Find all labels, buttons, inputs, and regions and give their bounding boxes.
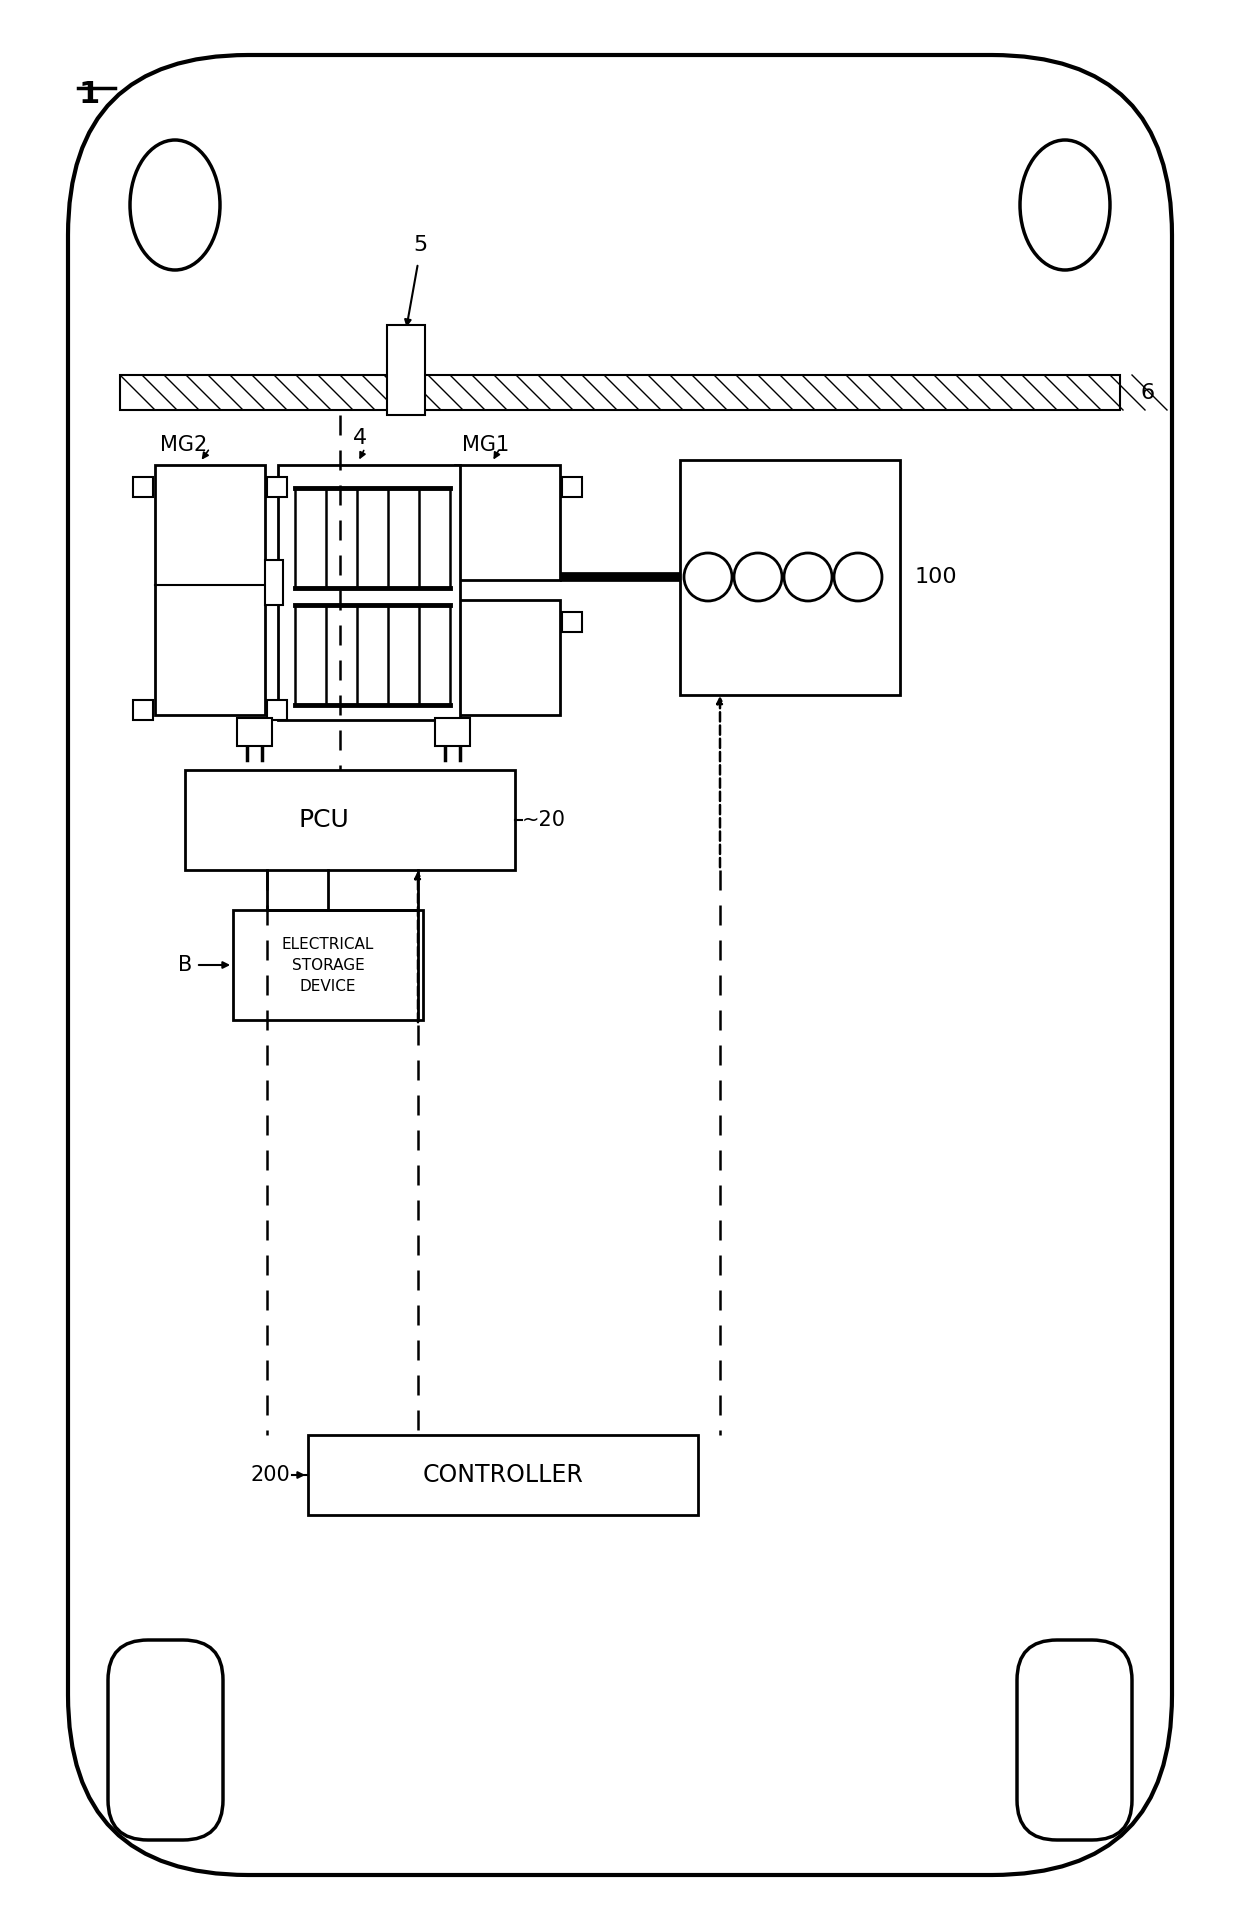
Bar xyxy=(265,560,283,605)
Bar xyxy=(455,601,560,715)
FancyBboxPatch shape xyxy=(68,56,1172,1876)
FancyBboxPatch shape xyxy=(108,1641,223,1839)
Bar xyxy=(237,718,272,745)
Text: 200: 200 xyxy=(250,1466,290,1485)
Text: 5: 5 xyxy=(413,235,427,254)
FancyBboxPatch shape xyxy=(1017,1641,1132,1839)
Bar xyxy=(455,464,560,580)
Bar xyxy=(267,699,286,720)
Bar xyxy=(435,718,470,745)
Text: MG1: MG1 xyxy=(463,435,510,455)
Bar xyxy=(120,376,1120,410)
Text: MG2: MG2 xyxy=(160,435,207,455)
Bar xyxy=(387,325,425,414)
Bar xyxy=(185,770,515,871)
Bar xyxy=(133,478,153,497)
Ellipse shape xyxy=(1021,141,1110,270)
Text: 4: 4 xyxy=(353,428,367,449)
Text: 1: 1 xyxy=(78,81,99,110)
Bar xyxy=(308,1435,698,1516)
Text: ~20: ~20 xyxy=(522,811,565,830)
Bar xyxy=(562,478,582,497)
Bar xyxy=(155,464,265,715)
Bar xyxy=(267,478,286,497)
Bar xyxy=(133,699,153,720)
Text: CONTROLLER: CONTROLLER xyxy=(423,1464,584,1487)
Text: B: B xyxy=(177,955,192,975)
Text: 6: 6 xyxy=(1140,383,1154,403)
Bar xyxy=(562,612,582,632)
Bar xyxy=(278,464,460,720)
Ellipse shape xyxy=(130,141,219,270)
Text: PCU: PCU xyxy=(299,809,348,832)
Bar xyxy=(233,909,423,1021)
Text: 100: 100 xyxy=(915,566,957,587)
Bar xyxy=(680,460,900,695)
Text: ELECTRICAL
STORAGE
DEVICE: ELECTRICAL STORAGE DEVICE xyxy=(281,936,374,994)
